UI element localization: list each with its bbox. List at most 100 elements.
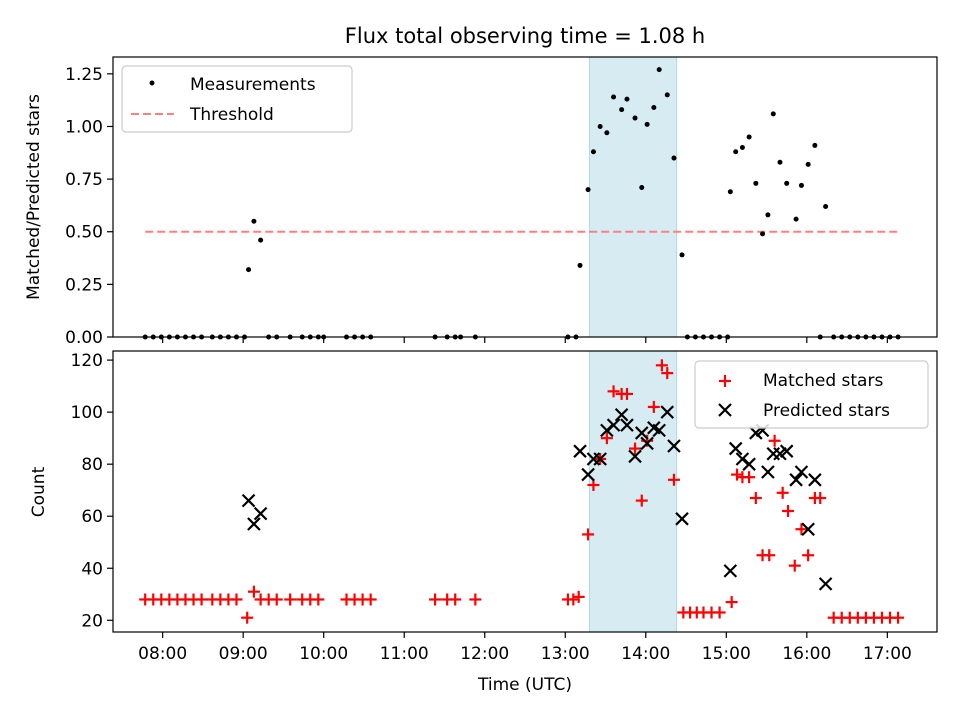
measurement-point — [793, 216, 799, 222]
predicted-star-point — [801, 522, 815, 537]
matched-star-point — [230, 593, 243, 606]
predicted-star-point — [742, 457, 756, 471]
measurement-point — [823, 203, 829, 209]
top-y-ticks: 0.00 0.25 0.50 0.75 1.00 1.25 — [65, 65, 113, 348]
bottom-axes-frame — [112, 350, 938, 633]
matched-star-point — [429, 593, 442, 606]
top-axes-frame — [112, 56, 938, 338]
measurement-point — [770, 111, 776, 117]
matched-star-point — [647, 400, 660, 413]
matched-star-point — [667, 473, 680, 486]
measurement-point — [639, 185, 645, 191]
matched-star-point — [713, 606, 726, 619]
measurement-point — [805, 161, 811, 167]
bottom-y-tick-label: 100 — [71, 403, 103, 423]
matched-star-point — [364, 593, 377, 606]
measurement-point — [604, 130, 610, 136]
measurement-point — [798, 182, 804, 188]
top-legend-box — [121, 65, 353, 133]
top-panel: 0.00 0.25 0.50 0.75 1.00 1.25 Matched/Predict… — [24, 56, 938, 348]
bottom-x-axis-label: Time (UTC) — [477, 675, 572, 695]
top-y-axis-label: Matched/Predicted stars — [24, 94, 44, 300]
legend-matched-label: Matched stars — [763, 371, 883, 391]
top-legend: Measurements Threshold — [121, 65, 353, 133]
measurements-points — [142, 67, 901, 340]
predicted-star-point — [253, 506, 268, 521]
predicted-star-point — [667, 439, 681, 453]
measurement-point — [671, 155, 677, 161]
bottom-legend-box — [694, 360, 929, 429]
matched-star-point — [635, 494, 648, 507]
top-y-tick-label: 0.00 — [65, 328, 103, 348]
legend-measurements-marker — [149, 80, 155, 86]
bottom-x-tick-label: 13:00 — [541, 644, 590, 664]
measurement-point — [624, 96, 630, 102]
legend-predicted-marker — [718, 403, 732, 417]
matched-star-point — [795, 523, 808, 536]
measurement-point — [727, 189, 733, 195]
measurement-point — [746, 134, 752, 140]
matched-star-point — [749, 492, 762, 505]
matched-star-point — [195, 593, 208, 606]
predicted-star-point — [728, 441, 743, 456]
measurement-point — [632, 115, 638, 121]
matched-star-point — [731, 468, 744, 481]
legend-predicted-label: Predicted stars — [763, 401, 890, 421]
bottom-x-tick-label: 16:00 — [782, 644, 831, 664]
matched-star-point — [892, 611, 905, 624]
legend-matched-marker — [719, 375, 731, 387]
predicted-star-point — [808, 473, 822, 487]
matched-star-point — [600, 432, 613, 445]
measurement-point — [679, 252, 685, 258]
predicted-star-point — [247, 517, 261, 531]
legend-measurements-label: Measurements — [190, 75, 316, 95]
bottom-highlight-span — [589, 351, 677, 632]
predicted-star-point — [794, 465, 809, 479]
matched-star-point — [782, 505, 795, 518]
measurement-point — [733, 149, 739, 155]
matched-star-point — [241, 611, 254, 624]
bottom-y-axis-label: Count — [29, 466, 49, 517]
predicted-star-point — [581, 467, 595, 482]
predicted-star-point — [789, 473, 803, 487]
matched-star-point — [582, 528, 595, 541]
measurement-point — [812, 142, 818, 148]
matched-star-point — [802, 549, 815, 562]
measurement-point — [784, 180, 790, 186]
legend-threshold-label: Threshold — [189, 105, 274, 125]
bottom-x-tick-label: 12:00 — [460, 644, 509, 664]
bottom-x-tick-label: 10:00 — [299, 644, 348, 664]
measurement-point — [619, 107, 625, 113]
predicted-star-point — [593, 452, 607, 466]
matched-star-point — [449, 593, 462, 606]
measurement-point — [656, 67, 662, 73]
measurement-point — [777, 159, 783, 165]
bottom-y-ticks: 20 40 60 80 100 120 — [71, 351, 113, 631]
matched-star-point — [629, 442, 642, 455]
matched-star-point — [469, 593, 482, 606]
measurement-point — [258, 237, 264, 243]
measurement-point — [251, 218, 257, 224]
bottom-x-tick-label: 11:00 — [380, 644, 429, 664]
predicted-star-point — [818, 577, 833, 591]
matched-star-point — [247, 585, 260, 598]
measurement-point — [739, 145, 745, 151]
matched-star-point — [776, 486, 789, 499]
bottom-y-tick-label: 60 — [81, 507, 103, 527]
top-y-tick-label: 0.75 — [65, 170, 103, 190]
matched-star-point — [572, 590, 585, 603]
measurement-point — [611, 94, 617, 100]
matched-star-point — [768, 434, 781, 447]
measurement-point — [246, 267, 252, 273]
matched-stars-points — [139, 359, 905, 624]
matched-star-point — [788, 559, 801, 572]
matched-star-point — [661, 367, 674, 380]
matched-star-point — [655, 359, 668, 372]
matched-star-point — [725, 596, 738, 609]
matched-star-point — [607, 385, 620, 398]
predicted-star-point — [779, 444, 794, 458]
measurement-point — [597, 123, 603, 129]
predicted-star-point — [634, 426, 649, 440]
bottom-y-tick-label: 20 — [81, 611, 103, 631]
bottom-y-tick-label: 120 — [71, 351, 103, 371]
